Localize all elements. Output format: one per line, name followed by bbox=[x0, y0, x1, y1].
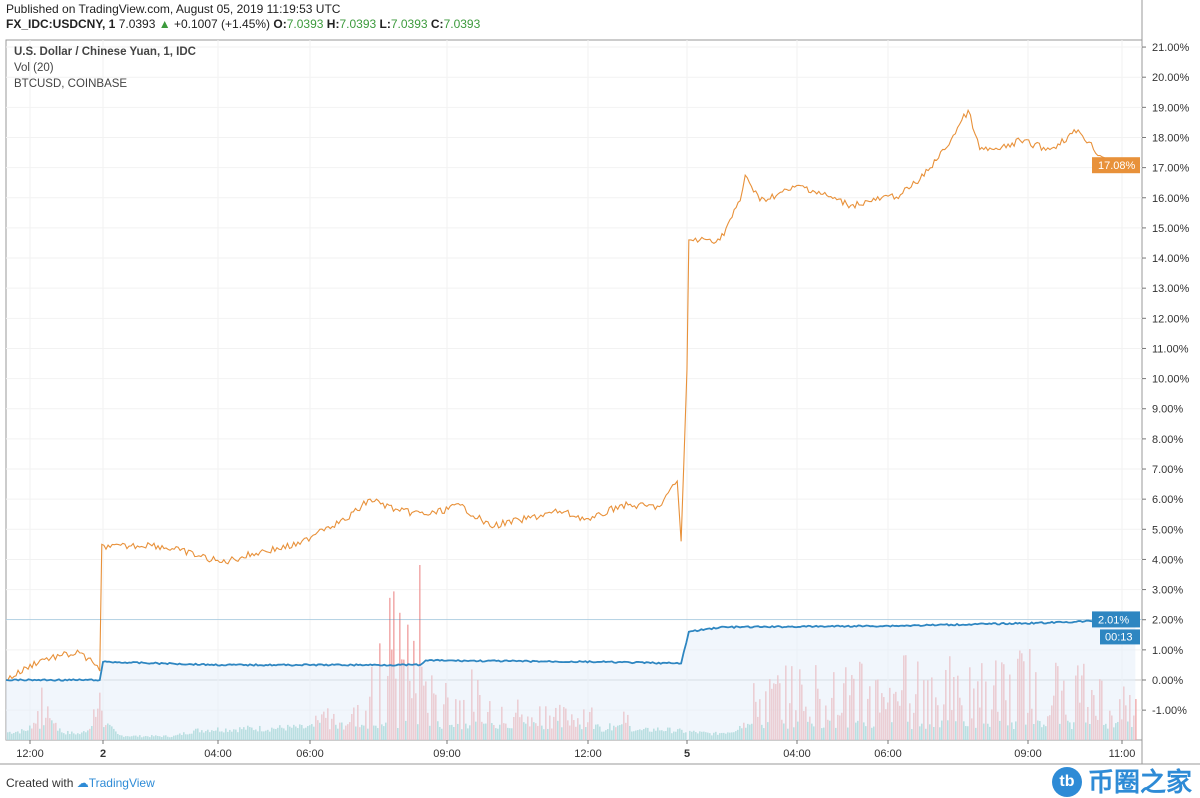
last-price: 7.0393 bbox=[118, 17, 156, 31]
open-value: 7.0393 bbox=[286, 17, 324, 31]
created-with-label: Created with bbox=[6, 776, 74, 790]
high-label: H: bbox=[326, 17, 340, 31]
y-tick-label: 2.00% bbox=[1152, 615, 1183, 627]
btcusd-last-badge bbox=[1092, 157, 1140, 174]
legend-btcusd[interactable]: BTCUSD, COINBASE bbox=[14, 78, 128, 90]
x-tick-label: 06:00 bbox=[296, 748, 324, 760]
symbol-line: FX_IDC:USDCNY, 1 7.0393 ▲ +0.1007 (+1.45… bbox=[6, 17, 480, 31]
published-line: Published on TradingView.com, August 05,… bbox=[6, 2, 341, 16]
y-tick-label: 20.00% bbox=[1152, 72, 1190, 84]
close-value: 7.0393 bbox=[443, 17, 481, 31]
up-triangle-icon: ▲ bbox=[158, 17, 171, 31]
y-tick-label: 10.00% bbox=[1152, 374, 1190, 386]
y-tick-label: -1.00% bbox=[1152, 705, 1187, 717]
footer: Created with ☁TradingView bbox=[6, 776, 155, 790]
low-label: L: bbox=[379, 17, 391, 31]
symbol: FX_IDC:USDCNY, 1 bbox=[6, 17, 116, 31]
y-tick-label: 17.00% bbox=[1152, 163, 1190, 175]
legend-volume[interactable]: Vol (20) bbox=[14, 62, 54, 74]
y-tick-label: 16.00% bbox=[1152, 193, 1190, 205]
y-tick-label: 4.00% bbox=[1152, 554, 1183, 566]
y-tick-label: 21.00% bbox=[1152, 42, 1190, 54]
countdown-badge bbox=[1100, 629, 1140, 645]
last-value-label: 17.08% bbox=[1098, 160, 1136, 172]
close-label: C: bbox=[430, 17, 444, 31]
y-tick-label: 14.00% bbox=[1152, 253, 1190, 265]
btcusd-line bbox=[5, 108, 1136, 681]
usdcny-line bbox=[5, 618, 1136, 682]
open-label: O: bbox=[273, 17, 287, 31]
y-tick-label: 15.00% bbox=[1152, 223, 1190, 235]
tradingview-logo-icon: ☁ bbox=[76, 776, 89, 790]
y-tick-label: 11.00% bbox=[1152, 343, 1189, 355]
y-tick-label: 0.00% bbox=[1152, 675, 1183, 687]
x-tick-label: 06:00 bbox=[874, 748, 902, 760]
x-tick-label: 04:00 bbox=[783, 748, 811, 760]
x-tick-label: 5 bbox=[684, 748, 690, 760]
y-tick-label: 18.00% bbox=[1152, 132, 1190, 144]
x-tick-label: 11:00 bbox=[1109, 748, 1136, 760]
y-tick-label: 12.00% bbox=[1152, 313, 1190, 325]
high-value: 7.0393 bbox=[339, 17, 377, 31]
legend-usdcny[interactable]: U.S. Dollar / Chinese Yuan, 1, IDC bbox=[14, 46, 196, 58]
y-tick-label: 8.00% bbox=[1152, 434, 1183, 446]
last-value-label: 2.01% bbox=[1098, 614, 1129, 626]
volume-bar bbox=[419, 565, 421, 740]
x-tick-label: 12:00 bbox=[574, 748, 602, 760]
volume-bar bbox=[1135, 699, 1137, 740]
usdcny-area bbox=[6, 618, 1136, 740]
x-tick-label: 04:00 bbox=[204, 748, 232, 760]
y-tick-label: 9.00% bbox=[1152, 404, 1183, 416]
watermark-logo-icon: tb bbox=[1051, 767, 1082, 797]
y-tick-label: 1.00% bbox=[1152, 645, 1183, 657]
usdcny-last-badge bbox=[1092, 611, 1140, 628]
y-tick-label: 19.00% bbox=[1152, 102, 1190, 114]
low-value: 7.0393 bbox=[390, 17, 428, 31]
x-tick-label: 2 bbox=[100, 748, 106, 760]
y-tick-label: 13.00% bbox=[1152, 283, 1190, 295]
watermark-text: 币圈之家 bbox=[1087, 767, 1192, 797]
y-tick-label: 7.00% bbox=[1152, 464, 1183, 476]
tradingview-link[interactable]: TradingView bbox=[88, 776, 155, 790]
countdown-label: 00:13 bbox=[1105, 631, 1133, 643]
x-tick-label: 09:00 bbox=[1014, 748, 1042, 760]
x-tick-label: 12:00 bbox=[16, 748, 44, 760]
x-tick-label: 09:00 bbox=[433, 748, 461, 760]
y-tick-label: 5.00% bbox=[1152, 524, 1183, 536]
y-tick-label: 6.00% bbox=[1152, 494, 1183, 506]
y-tick-label: 3.00% bbox=[1152, 585, 1183, 597]
watermark: tb 币圈之家 bbox=[1051, 767, 1192, 797]
price-change: +0.1007 (+1.45%) bbox=[173, 17, 271, 31]
